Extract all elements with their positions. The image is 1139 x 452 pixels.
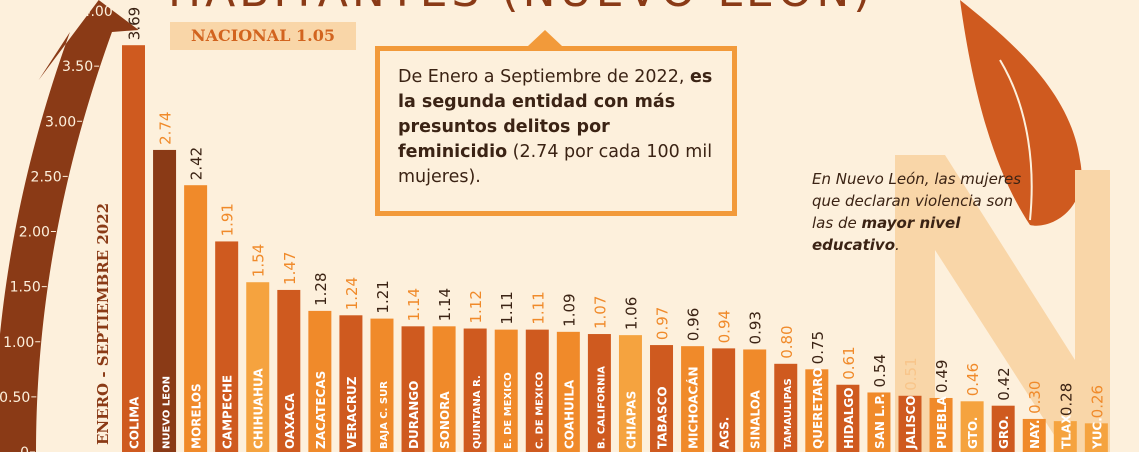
x-tick-label: AGS. — [718, 417, 732, 449]
x-tick-label: DURANGO — [407, 381, 421, 449]
value-label: 0.26 — [1088, 385, 1106, 418]
value-label: 0.30 — [1026, 381, 1044, 414]
y-tick-label: 2.50 — [31, 169, 62, 185]
value-label: 1.11 — [529, 291, 547, 324]
value-label: 1.14 — [436, 288, 454, 321]
value-label: 1.06 — [622, 297, 640, 330]
x-tick-label: CHIHUAHUA — [252, 368, 266, 449]
callout: De Enero a Septiembre de 2022, es la seg… — [375, 46, 737, 216]
value-label: 0.94 — [716, 310, 734, 343]
value-label: 1.07 — [591, 296, 609, 329]
x-tick-label: CAMPECHE — [221, 375, 235, 449]
value-label: 0.61 — [840, 346, 858, 379]
x-tick-label: SONORA — [438, 391, 452, 449]
x-tick-label: NUEVO LEON — [162, 376, 173, 449]
x-tick-label: QUINTANA R. — [472, 375, 483, 449]
x-tick-label: JALISCO — [904, 395, 918, 450]
x-tick-label: SAN L.P. — [873, 393, 887, 449]
value-label: 0.54 — [871, 354, 889, 387]
x-tick-label: YUC. — [1090, 417, 1104, 450]
value-label: 0.96 — [685, 308, 703, 341]
value-label: 1.54 — [250, 244, 268, 277]
callout-text: De Enero a Septiembre de 2022, — [398, 67, 690, 87]
x-tick-label: COAHUILA — [562, 379, 576, 449]
x-tick-label: MICHOACÁN — [686, 366, 701, 449]
value-label: 0.28 — [1057, 383, 1075, 416]
x-tick-label: OAXACA — [283, 392, 297, 449]
x-tick-label: GTO. — [966, 417, 980, 449]
x-tick-label: MORELOS — [190, 383, 204, 449]
value-label: 0.46 — [964, 363, 982, 396]
value-label: 1.12 — [467, 290, 485, 323]
value-label: 0.97 — [654, 307, 672, 340]
x-tick-label: HIDALGO — [842, 388, 856, 449]
note: En Nuevo León, las mujeres que declaran … — [812, 168, 1022, 256]
y-tick-label: 1.50 — [10, 280, 41, 296]
value-label: 0.49 — [933, 360, 951, 393]
x-tick-label: TAMAULIPAS — [783, 378, 794, 449]
value-label: 2.42 — [188, 147, 206, 180]
value-label: 0.75 — [809, 331, 827, 364]
callout-pointer — [528, 30, 562, 46]
page: HABITANTES (NUEVO LEÓN) ENERO - SEPTIEMB… — [0, 0, 1139, 452]
value-label: 1.14 — [405, 288, 423, 321]
x-tick-label: SINALOA — [749, 389, 763, 449]
value-label: 1.21 — [374, 280, 392, 313]
y-tick-label: 0.50 — [0, 390, 30, 406]
value-label: 1.47 — [281, 252, 299, 285]
chart-title: HABITANTES (NUEVO LEÓN) — [168, 0, 874, 17]
y-tick-label: 3.00 — [45, 114, 76, 130]
x-tick-label: ZACATECAS — [314, 371, 328, 449]
x-tick-label: TABASCO — [656, 386, 670, 449]
x-tick-label: GRO. — [997, 415, 1011, 449]
x-tick-label: PUEBLA — [935, 395, 949, 449]
x-tick-label: NAY. — [1028, 420, 1042, 449]
value-label: 1.09 — [560, 293, 578, 326]
y-tick-label: 3.50 — [62, 59, 93, 75]
value-label: 1.24 — [343, 277, 361, 310]
value-label: 1.28 — [312, 272, 330, 305]
value-label: 1.91 — [219, 203, 237, 236]
y-tick-label: 1.00 — [3, 335, 34, 351]
y-tick-label: 0 — [20, 445, 29, 452]
x-tick-label: C. DE MEXICO — [534, 372, 545, 449]
value-label: 0.42 — [995, 367, 1013, 400]
value-label: 1.11 — [498, 291, 516, 324]
x-tick-label: CHIAPAS — [624, 391, 638, 449]
value-label: 0.80 — [778, 325, 796, 358]
y-tick-label: 2.00 — [19, 225, 50, 241]
value-label: 3.69 — [126, 7, 144, 40]
x-tick-label: BAJA C. SUR — [379, 381, 390, 449]
note-text: . — [895, 236, 900, 254]
x-tick-label: QUERETARO — [811, 367, 825, 449]
y-tick-label: 4.00 — [82, 4, 113, 20]
bar — [122, 45, 145, 452]
national-label: NACIONAL 1.05 — [170, 22, 356, 50]
value-label: 2.74 — [157, 112, 175, 145]
x-tick-label: VERACRUZ — [345, 376, 359, 449]
value-label: 0.93 — [747, 311, 765, 344]
period-label: ENERO - SEPTIEMBRE 2022 — [94, 203, 112, 445]
x-tick-label: B. CALIFORNIA — [596, 366, 607, 449]
value-label: 0.51 — [902, 357, 920, 390]
x-tick-label: E. DE MEXICO — [503, 372, 514, 449]
x-tick-label: COLIMA — [128, 396, 142, 449]
